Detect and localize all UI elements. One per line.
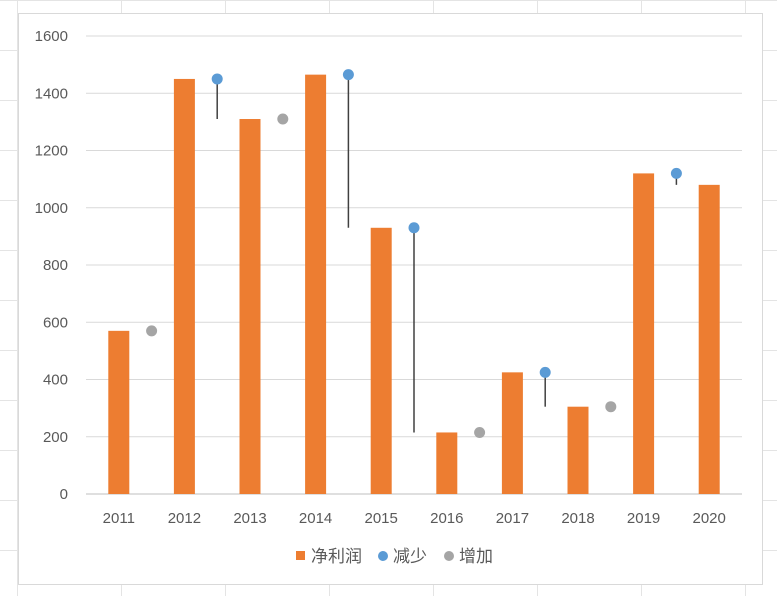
x-tick-label: 2015 (365, 510, 398, 527)
y-axis-tick-labels: 0 200 400 600 800 1000 1200 1400 1600 (35, 28, 68, 503)
marker-increase-after-2013[interactable] (277, 113, 289, 125)
x-tick-label: 2020 (693, 510, 726, 527)
y-tick-label: 200 (43, 429, 68, 446)
marker-decrease-after-2017[interactable] (539, 366, 551, 378)
bar-net-profit-2018[interactable] (567, 406, 589, 494)
x-tick-label: 2011 (103, 510, 135, 527)
legend-swatch-net-profit (296, 551, 305, 560)
x-tick-label: 2019 (627, 510, 660, 527)
y-tick-label: 0 (60, 486, 68, 503)
y-tick-label: 1200 (35, 143, 68, 160)
bar-net-profit-2016[interactable] (436, 432, 458, 494)
legend-marker-decrease (378, 551, 388, 561)
legend-label: 净利润 (311, 547, 362, 566)
marker-increase-after-2018[interactable] (605, 401, 617, 413)
marker-decrease-after-2019[interactable] (670, 167, 682, 179)
bar-net-profit-2015[interactable] (370, 227, 392, 494)
x-axis-tick-labels: 2011 2012 2013 2014 2015 2016 2017 2018 2019 2020 (103, 510, 726, 527)
y-tick-label: 400 (43, 372, 68, 389)
x-tick-label: 2012 (168, 510, 201, 527)
bar-net-profit-2011[interactable] (108, 330, 130, 494)
y-tick-label: 600 (43, 314, 68, 331)
legend-label: 减少 (393, 547, 427, 566)
bar-net-profit-2017[interactable] (501, 372, 523, 494)
bar-net-profit-2014[interactable] (305, 74, 327, 495)
marker-series (146, 69, 682, 438)
x-tick-label: 2014 (299, 510, 332, 527)
bar-net-profit-2012[interactable] (173, 78, 195, 494)
legend-marker-increase (444, 551, 454, 561)
legend: 净利润 减少 增加 (296, 547, 493, 566)
bar-series (108, 74, 720, 495)
marker-decrease-after-2012[interactable] (211, 73, 223, 85)
x-tick-label: 2017 (496, 510, 529, 527)
y-tick-label: 1400 (35, 85, 68, 102)
marker-increase-after-2016[interactable] (474, 426, 486, 438)
marker-decrease-after-2014[interactable] (342, 69, 354, 81)
bar-net-profit-2020[interactable] (698, 184, 720, 494)
bar-net-profit-2013[interactable] (239, 119, 261, 494)
y-tick-label: 1600 (35, 28, 68, 45)
x-tick-label: 2016 (430, 510, 463, 527)
drop-lines (216, 74, 678, 433)
y-tick-label: 1000 (35, 200, 68, 217)
x-tick-label: 2013 (233, 510, 266, 527)
bar-net-profit-2019[interactable] (633, 173, 655, 494)
y-tick-label: 800 (43, 257, 68, 274)
legend-label: 增加 (459, 547, 493, 566)
marker-increase-after-2011[interactable] (146, 325, 158, 337)
x-tick-label: 2018 (561, 510, 594, 527)
marker-decrease-after-2015[interactable] (408, 222, 420, 234)
